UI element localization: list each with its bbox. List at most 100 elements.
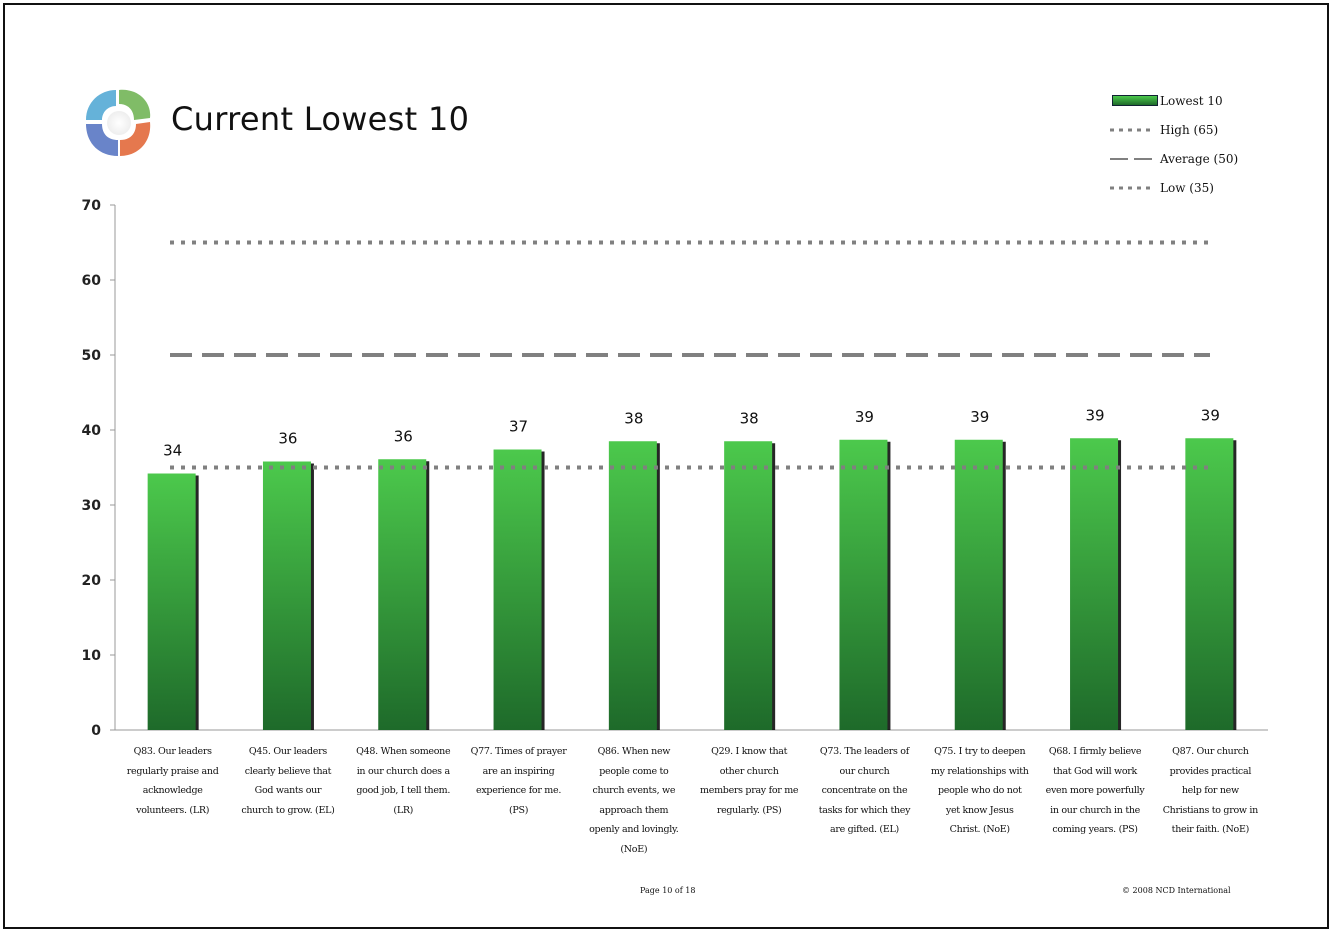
legend-label: Low (35): [1160, 180, 1214, 195]
x-category-label-line: other church: [719, 765, 779, 777]
x-category-label-line: our church: [839, 765, 890, 777]
bar: [147, 473, 196, 730]
x-category-label-line: (NoE): [620, 843, 648, 855]
x-category-label: Q75. I try to deepen my relationships wit…: [925, 742, 1035, 840]
x-category-label-line: help for new: [1181, 785, 1239, 796]
x-category-label: Q29. I know that other church members pray…: [694, 742, 804, 820]
x-category-label-line: church to grow. (EL): [241, 804, 335, 816]
x-category-label: Q87. Our church provides practical help fo…: [1155, 742, 1265, 840]
bar: [608, 441, 657, 730]
y-tick-label: 60: [82, 273, 102, 289]
y-tick-label: 0: [91, 723, 101, 739]
x-category-label-line: church events, we: [592, 785, 676, 796]
legend-item-high: High (65): [1108, 115, 1238, 144]
x-category-label-line: in our church does a: [356, 765, 450, 777]
y-tick-label: 50: [82, 348, 102, 364]
x-category-label-line: good job, I tell them.: [356, 785, 451, 796]
y-tick-label: 20: [82, 573, 102, 589]
x-category-label-line: regularly. (PS): [716, 804, 782, 816]
x-category-label-line: Christ. (NoE): [949, 824, 1010, 835]
legend-label: Lowest 10: [1160, 93, 1223, 108]
bar: [954, 439, 1003, 730]
x-category-label: Q68. I firmly believe that God will work e…: [1040, 742, 1150, 840]
bar: [724, 441, 773, 730]
legend-swatch-dotted: [1108, 182, 1156, 194]
legend-swatch-dashed: [1108, 153, 1156, 165]
ncd-logo: [80, 84, 158, 162]
x-category-label-line: Q86. When new: [597, 746, 671, 757]
footer-copyright: © 2008 NCD International: [1122, 886, 1231, 895]
x-category-label: Q48. When someone in our church does a goo…: [348, 742, 458, 820]
x-category-label: Q77. Times of prayer are an inspiring expe…: [464, 742, 574, 820]
bar: [262, 461, 311, 730]
x-category-label-line: members pray for me: [700, 785, 799, 796]
data-label: 37: [509, 418, 528, 436]
data-label: 38: [624, 409, 643, 427]
x-category-label-line: people who do not: [937, 785, 1022, 796]
x-category-label-line: Q45. Our leaders: [248, 746, 327, 757]
x-category-label-line: regularly praise and: [126, 765, 219, 777]
x-category-label-line: are an inspiring: [482, 765, 555, 777]
x-category-label-line: tasks for which they: [818, 804, 911, 816]
data-label: 39: [855, 408, 874, 426]
legend-swatch-dotted: [1108, 124, 1156, 136]
page-title: Current Lowest 10: [171, 100, 470, 138]
x-category-label-line: people come to: [599, 765, 669, 777]
legend-item-low: Low (35): [1108, 173, 1238, 202]
bar: [1185, 438, 1234, 730]
data-label: 39: [970, 408, 989, 426]
x-category-label-line: Christians to grow in: [1162, 804, 1259, 816]
x-category-label-line: Q83. Our leaders: [133, 746, 212, 757]
x-category-label-line: clearly believe that: [244, 765, 332, 777]
x-category-label-line: (PS): [508, 804, 529, 816]
page-frame: [3, 3, 1329, 929]
bar: [839, 439, 888, 730]
y-tick-label: 10: [82, 648, 102, 664]
x-category-label: Q86. When new people come to church events…: [579, 742, 689, 859]
x-category-label-line: that God will work: [1053, 765, 1137, 777]
x-category-label-line: openly and lovingly.: [589, 824, 679, 835]
x-category-label-line: are gifted. (EL): [829, 824, 899, 835]
x-category-label-line: Q68. I firmly believe: [1048, 746, 1142, 757]
y-tick-label: 40: [82, 423, 102, 439]
x-category-label: Q83. Our leaders regularly praise and ackn…: [118, 742, 228, 820]
legend-label: Average (50): [1160, 151, 1239, 166]
x-category-label-line: Q48. When someone: [356, 746, 451, 757]
x-category-label-line: yet know Jesus: [945, 804, 1014, 816]
x-category-label-line: God wants our: [254, 785, 322, 796]
data-label: 39: [1086, 406, 1105, 424]
data-label: 39: [1201, 406, 1220, 424]
x-category-label-line: their faith. (NoE): [1171, 824, 1250, 835]
bar: [378, 459, 427, 730]
data-label: 36: [278, 430, 297, 448]
legend-item-average: Average (50): [1108, 144, 1238, 173]
chart-legend: Lowest 10 High (65) Average (50) Low (35…: [1108, 86, 1238, 202]
x-category-label-line: even more powerfully: [1045, 785, 1145, 796]
y-tick-label: 30: [82, 498, 102, 514]
x-category-label-line: concentrate on the: [821, 785, 908, 796]
legend-label: High (65): [1160, 122, 1219, 137]
legend-swatch-bar: [1108, 94, 1158, 107]
data-label: 38: [740, 409, 759, 427]
legend-item-lowest-10: Lowest 10: [1108, 86, 1238, 115]
x-category-label-line: Q73. The leaders of: [819, 746, 909, 757]
x-category-label: Q73. The leaders of our church concentrate…: [809, 742, 919, 840]
footer-page-number: Page 10 of 18: [640, 886, 696, 895]
x-category-label-line: experience for me.: [476, 785, 562, 796]
x-category-label-line: (LR): [393, 804, 414, 816]
x-category-label-line: provides practical: [1169, 765, 1252, 777]
data-label: 36: [394, 427, 413, 445]
x-category-label-line: Q29. I know that: [711, 746, 788, 757]
x-category-label-line: approach them: [599, 804, 669, 816]
x-category-label-line: volunteers. (LR): [136, 804, 210, 816]
y-tick-label: 70: [82, 198, 102, 214]
x-category-label-line: my relationships with: [930, 765, 1029, 777]
x-category-label: Q45. Our leaders clearly believe that God …: [233, 742, 343, 820]
data-label: 34: [163, 442, 182, 460]
x-category-label-line: acknowledge: [142, 785, 203, 796]
bar: [493, 449, 542, 730]
x-category-label-line: in our church in the: [1050, 804, 1140, 816]
x-category-label-line: coming years. (PS): [1052, 824, 1138, 835]
x-category-label-line: Q75. I try to deepen: [934, 746, 1026, 757]
